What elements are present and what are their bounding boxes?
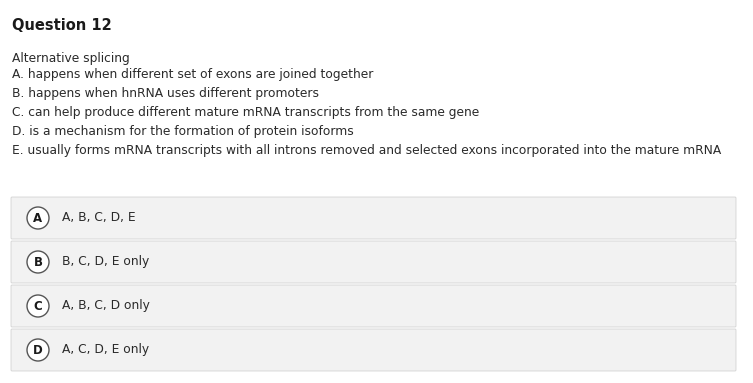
Text: B. happens when hnRNA uses different promoters: B. happens when hnRNA uses different pro… — [12, 87, 319, 100]
Circle shape — [27, 295, 49, 317]
Text: A, C, D, E only: A, C, D, E only — [62, 344, 149, 357]
Text: Question 12: Question 12 — [12, 18, 111, 33]
Text: B: B — [33, 255, 42, 268]
Text: D: D — [33, 344, 43, 357]
Circle shape — [27, 207, 49, 229]
FancyBboxPatch shape — [11, 329, 736, 371]
Circle shape — [27, 339, 49, 361]
FancyBboxPatch shape — [11, 241, 736, 283]
Text: C. can help produce different mature mRNA transcripts from the same gene: C. can help produce different mature mRN… — [12, 106, 479, 119]
Text: A, B, C, D, E: A, B, C, D, E — [62, 211, 136, 224]
Text: A, B, C, D only: A, B, C, D only — [62, 300, 150, 313]
Text: B, C, D, E only: B, C, D, E only — [62, 255, 149, 268]
FancyBboxPatch shape — [11, 197, 736, 239]
Text: A: A — [33, 211, 43, 224]
Text: C: C — [34, 300, 42, 313]
Circle shape — [27, 251, 49, 273]
Text: A. happens when different set of exons are joined together: A. happens when different set of exons a… — [12, 68, 373, 81]
Text: E. usually forms mRNA transcripts with all introns removed and selected exons in: E. usually forms mRNA transcripts with a… — [12, 144, 721, 157]
Text: Alternative splicing: Alternative splicing — [12, 52, 130, 65]
FancyBboxPatch shape — [11, 285, 736, 327]
Text: D. is a mechanism for the formation of protein isoforms: D. is a mechanism for the formation of p… — [12, 125, 354, 138]
